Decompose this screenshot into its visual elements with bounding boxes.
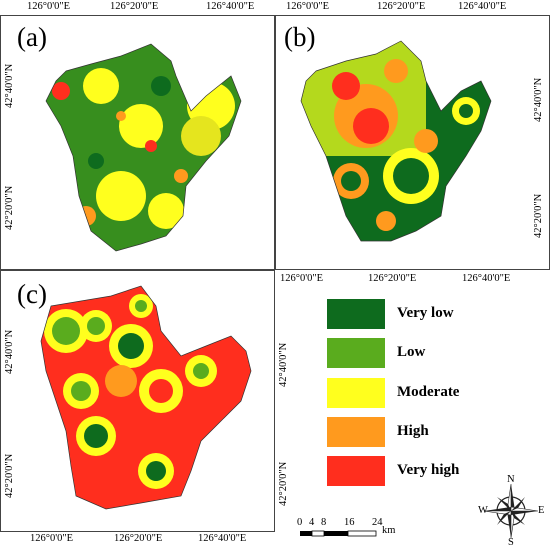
tick-b-bottom-2: 126°40'0"E xyxy=(462,273,511,284)
panel-label-a: (a) xyxy=(17,22,47,52)
compass-n: N xyxy=(507,474,515,485)
tick-b-bottom-1: 126°20'0"E xyxy=(368,273,417,284)
tick-b-top-2: 126°40'0"E xyxy=(458,1,507,12)
tick-c-right-1: 42°20'0"N xyxy=(278,461,289,506)
legend-label: High xyxy=(397,423,429,439)
map-panel-a: (a) xyxy=(0,15,275,270)
tick-b-top-1: 126°20'0"E xyxy=(377,1,426,12)
map-c-shape xyxy=(40,285,252,510)
tick-c-bottom-0: 126°0'0"E xyxy=(30,533,74,544)
scale-bar: 0 4 8 16 24 km xyxy=(296,515,406,545)
tick-c-bottom-2: 126°40'0"E xyxy=(198,533,247,544)
scale-tick-label: 8 xyxy=(321,517,327,528)
legend-label: Low xyxy=(397,344,426,360)
tick-c-left-0: 42°40'0"N xyxy=(4,329,15,374)
legend-swatch xyxy=(327,456,385,486)
scale-tick-label: 24 xyxy=(372,517,383,528)
panel-label-b: (b) xyxy=(284,22,316,52)
scale-tick-label: 4 xyxy=(309,517,315,528)
tick-b-right-1: 42°20'0"N xyxy=(533,193,544,238)
compass-s: S xyxy=(508,537,514,548)
compass-rose-icon xyxy=(483,483,539,539)
tick-b-right-0: 42°40'0"N xyxy=(533,77,544,122)
tick-b-bottom-0: 126°0'0"E xyxy=(280,273,324,284)
map-panel-b: (b) xyxy=(275,15,550,270)
tick-c-right-0: 42°40'0"N xyxy=(278,342,289,387)
tick-a-top-1: 126°20'0"E xyxy=(110,1,159,12)
scale-tick-label: 16 xyxy=(344,517,355,528)
legend-swatch xyxy=(327,378,385,408)
legend-swatch xyxy=(327,417,385,447)
tick-b-top-0: 126°0'0"E xyxy=(286,1,330,12)
legend-label: Very low xyxy=(397,305,454,321)
legend-swatch xyxy=(327,299,385,329)
tick-a-top-2: 126°40'0"E xyxy=(206,1,255,12)
tick-a-top-0: 126°0'0"E xyxy=(27,1,71,12)
tick-c-bottom-1: 126°20'0"E xyxy=(114,533,163,544)
panel-label-c: (c) xyxy=(17,279,47,309)
map-panel-c: (c) xyxy=(0,270,275,532)
map-a-shape xyxy=(45,43,242,252)
scale-unit: km xyxy=(382,525,396,536)
compass-e: E xyxy=(538,505,545,516)
map-b-shape xyxy=(300,40,492,242)
tick-a-left-0: 42°40'0"N xyxy=(4,63,15,108)
legend-swatch xyxy=(327,338,385,368)
tick-a-left-1: 42°20'0"N xyxy=(4,185,15,230)
tick-c-left-1: 42°20'0"N xyxy=(4,453,15,498)
compass-w: W xyxy=(478,505,488,516)
legend-label: Moderate xyxy=(397,384,460,400)
scale-tick-label: 0 xyxy=(297,517,303,528)
scale-bar-graphic xyxy=(300,530,377,537)
north-arrow: N S W E xyxy=(476,474,546,548)
legend-label: Very high xyxy=(397,462,460,478)
